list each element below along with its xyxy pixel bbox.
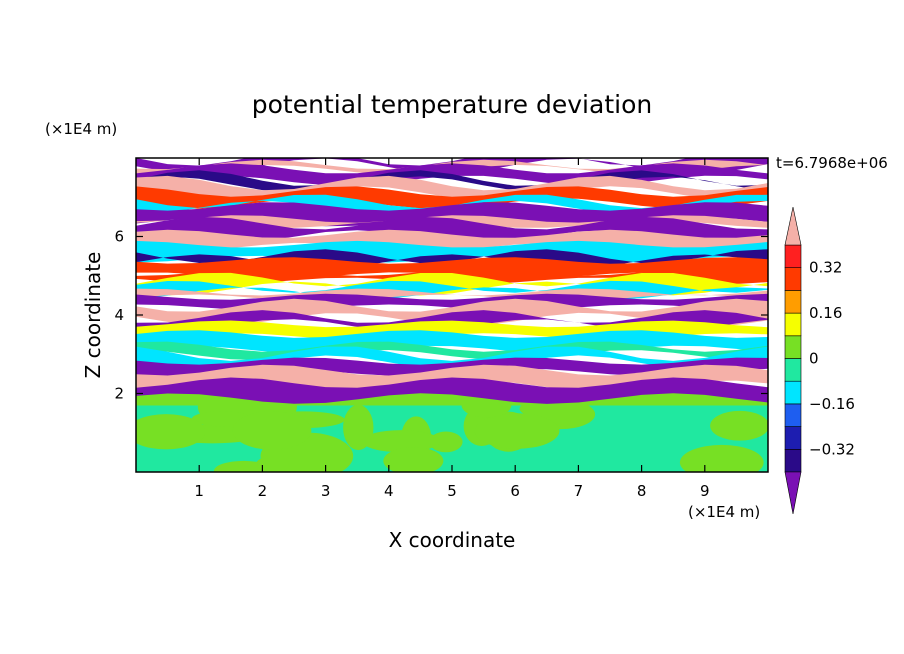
lower-eddy [710, 410, 768, 441]
colorbar-swatch [784, 380, 802, 405]
upper-region [136, 158, 768, 404]
colorbar-over-arrow [784, 206, 802, 246]
y-tick-label: 4 [114, 306, 124, 324]
colorbar-swatch [784, 267, 802, 291]
colorbar-swatch [784, 426, 802, 450]
upper-layer [136, 194, 768, 215]
x-axis: 1 2 3 4 5 6 7 8 9 [194, 158, 710, 500]
x-tick-label: 7 [574, 482, 584, 500]
colorbar-swatch [784, 335, 802, 359]
upper-layer [136, 216, 768, 244]
x-unit-label: (×1E4 m) [688, 503, 760, 521]
lower-eddy [429, 431, 463, 453]
x-tick-label: 2 [258, 482, 268, 500]
colorbar-swatch [784, 358, 802, 382]
lower-eddy [362, 430, 440, 453]
contour-field [136, 158, 768, 472]
colorbar-tick-label: 0.32 [809, 259, 842, 277]
colorbar-swatch [784, 290, 802, 314]
lower-eddy [136, 414, 206, 450]
x-tick-label: 1 [194, 482, 204, 500]
chart-title: potential temperature deviation [252, 90, 652, 119]
colorbar-swatch [784, 403, 802, 427]
x-tick-label: 5 [447, 482, 457, 500]
lower-eddy [383, 447, 444, 472]
x-tick-label: 4 [384, 482, 394, 500]
colorbar-swatch [784, 244, 802, 269]
y-axis-label: Z coordinate [81, 252, 105, 379]
upper-layer [136, 170, 768, 193]
colorbar-swatch [784, 312, 802, 337]
upper-layer [136, 346, 768, 371]
upper-layer [136, 377, 768, 404]
y-tick-label: 6 [114, 228, 124, 246]
y-unit-label: (×1E4 m) [45, 120, 117, 138]
colorbar: 0.32 0.16 0 −0.16 −0.32 [784, 206, 855, 515]
colorbar-tick-label: −0.32 [809, 440, 855, 458]
lower-eddy [343, 404, 374, 451]
x-axis-label: X coordinate [389, 528, 516, 552]
upper-layer [136, 357, 768, 376]
x-tick-label: 8 [637, 482, 647, 500]
colorbar-tick-label: 0 [809, 350, 819, 368]
lower-eddy [679, 444, 764, 472]
upper-layer [136, 186, 768, 209]
upper-layer [136, 272, 768, 296]
y-tick-label: 2 [114, 385, 124, 403]
x-tick-label: 6 [510, 482, 520, 500]
colorbar-tick-label: −0.16 [809, 395, 855, 413]
y-axis: 2 4 6 [114, 228, 768, 403]
lower-eddy [474, 413, 560, 449]
x-tick-label: 3 [321, 482, 331, 500]
lower-eddy [232, 411, 312, 450]
x-tick-label: 9 [700, 482, 710, 500]
colorbar-swatch [784, 448, 802, 473]
colorbar-tick-label: 0.16 [809, 304, 842, 322]
lower-region [136, 383, 768, 472]
time-label: t=6.7968e+06 [776, 154, 888, 172]
colorbar-under-arrow [784, 471, 802, 515]
